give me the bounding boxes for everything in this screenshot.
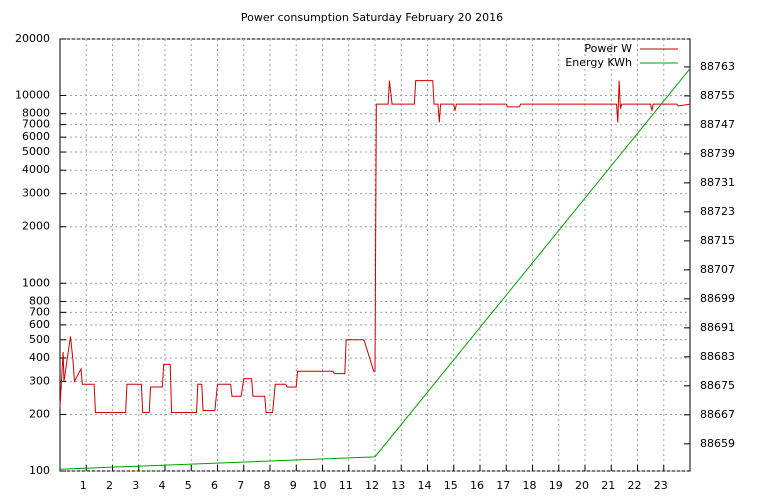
x-tick-label: 4 (159, 479, 166, 492)
y-tick-label: 20000 (15, 32, 50, 45)
y-tick-label: 3000 (22, 187, 50, 200)
y2-tick-label: 88699 (700, 292, 735, 305)
y-tick-label: 500 (29, 333, 50, 346)
y-tick-label: 600 (29, 318, 50, 331)
x-tick-label: 5 (185, 479, 192, 492)
x-tick-label: 1 (80, 479, 87, 492)
x-tick-label: 19 (549, 479, 563, 492)
y2-tick-label: 88763 (700, 60, 735, 73)
x-tick-label: 13 (391, 479, 405, 492)
y-tick-label: 800 (29, 294, 50, 307)
x-tick-label: 3 (132, 479, 139, 492)
y2-tick-label: 88675 (700, 379, 735, 392)
y-tick-label: 2000 (22, 220, 50, 233)
x-tick-label: 15 (444, 479, 458, 492)
x-tick-label: 12 (365, 479, 379, 492)
y-tick-label: 8000 (22, 107, 50, 120)
y-tick-label: 6000 (22, 130, 50, 143)
x-tick-label: 16 (470, 479, 484, 492)
y2-tick-label: 88707 (700, 263, 735, 276)
y-tick-label: 700 (29, 305, 50, 318)
y-tick-label: 1000 (22, 276, 50, 289)
y2-tick-label: 88731 (700, 176, 735, 189)
series-line (59, 68, 691, 470)
x-tick-label: 2 (106, 479, 113, 492)
y2-tick-label: 88723 (700, 205, 735, 218)
x-tick-label: 20 (575, 479, 589, 492)
y2-tick-label: 88691 (700, 321, 735, 334)
x-tick-label: 7 (237, 479, 244, 492)
x-tick-label: 6 (211, 479, 218, 492)
y2-tick-label: 88755 (700, 89, 735, 102)
y2-tick-label: 88747 (700, 118, 735, 131)
y-tick-label: 400 (29, 351, 50, 364)
x-tick-label: 22 (628, 479, 642, 492)
y2-tick-label: 88659 (700, 437, 735, 450)
y-tick-label: 100 (29, 464, 50, 477)
y2-tick-label: 88739 (700, 147, 735, 160)
series-line (59, 80, 691, 413)
y-tick-label: 10000 (15, 89, 50, 102)
y-tick-label: 4000 (22, 163, 50, 176)
y2-tick-label: 88667 (700, 408, 735, 421)
x-tick-label: 11 (339, 479, 353, 492)
x-tick-label: 9 (290, 479, 297, 492)
x-tick-label: 18 (523, 479, 537, 492)
y-tick-label: 7000 (22, 118, 50, 131)
x-tick-label: 10 (313, 479, 327, 492)
x-tick-label: 17 (496, 479, 510, 492)
legend-label: Energy KWh (565, 56, 632, 69)
y-tick-label: 300 (29, 374, 50, 387)
x-tick-label: 8 (264, 479, 271, 492)
y2-tick-label: 88715 (700, 234, 735, 247)
chart-title: Power consumption Saturday February 20 2… (241, 11, 503, 24)
legend-label: Power W (584, 42, 632, 55)
y-tick-label: 200 (29, 407, 50, 420)
y2-tick-label: 88683 (700, 350, 735, 363)
x-tick-label: 14 (418, 479, 432, 492)
y-tick-label: 5000 (22, 145, 50, 158)
x-tick-label: 21 (601, 479, 615, 492)
x-tick-label: 23 (654, 479, 668, 492)
